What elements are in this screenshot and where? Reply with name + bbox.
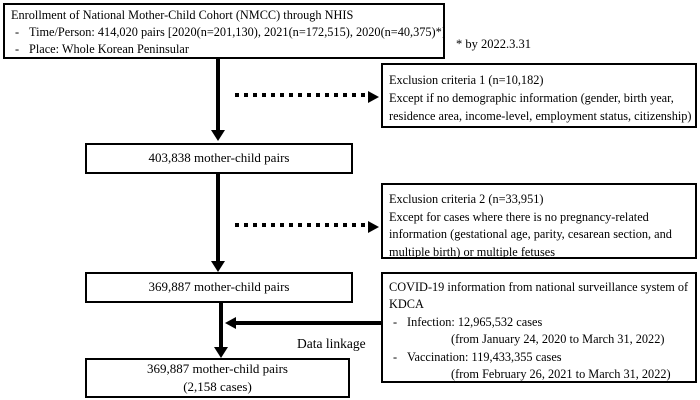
covid-vaccination-period: (from February 26, 2021 to March 31, 202…: [451, 367, 671, 382]
enrollment-box: Enrollment of National Mother-Child Coho…: [3, 3, 446, 59]
enrollment-item-time-person-text: Time/Person: 414,020 pairs [2020(n=201,1…: [29, 25, 446, 40]
final-pairs-box: 369,887 mother-child pairs (2,158 cases): [85, 358, 350, 398]
final-cases-label: (2,158 cases): [183, 379, 252, 394]
exclusion1-line: residence area, income-level, employment…: [389, 108, 692, 123]
covid-title-line: COVID-19 information from national surve…: [389, 280, 689, 294]
bullet-dash: -: [15, 42, 20, 57]
covid-infection-text: Infection: 12,965,532 cases: [407, 314, 543, 329]
arrow-enrollment-to-pairs1: [216, 59, 220, 133]
arrow-pairs2-to-final: [219, 302, 223, 348]
bullet-dash: -: [393, 314, 398, 329]
dotted-arrow-to-exclusion1: [235, 93, 369, 97]
covid-info-box: COVID-19 information from national surve…: [381, 272, 697, 383]
enrollment-item-place: - Place: Whole Korean Peninsular: [11, 41, 441, 58]
pairs-403838-label: 403,838 mother-child pairs: [148, 150, 290, 166]
enrollment-item-place-text: Place: Whole Korean Peninsular: [29, 42, 189, 57]
data-linkage-label: Data linkage: [297, 336, 366, 351]
arrow-pairs1-to-pairs2: [216, 173, 220, 262]
pairs-369887-label: 369,887 mother-child pairs: [148, 279, 290, 295]
enrollment-title: Enrollment of National Mother-Child Coho…: [11, 8, 354, 22]
pairs-403838-box: 403,838 mother-child pairs: [85, 143, 353, 174]
arrowhead-left-icon: [225, 317, 236, 329]
arrowhead-down-icon: [211, 130, 225, 141]
covid-vaccination-row: - Vaccination: 119,433,355 cases: [389, 349, 692, 366]
exclusion2-line: multiple birth) or multiple fetuses: [389, 244, 555, 259]
enrollment-item-time-person: - Time/Person: 414,020 pairs [2020(n=201…: [11, 24, 446, 41]
arrowhead-right-icon: [368, 221, 379, 233]
covid-title-line: KDCA: [389, 297, 424, 312]
exclusion2-line: Exclusion criteria 2 (n=33,951): [389, 192, 544, 206]
exclusion-criteria-2-box: Exclusion criteria 2 (n=33,951) Except f…: [381, 183, 697, 259]
bullet-dash: -: [393, 349, 398, 364]
arrowhead-right-icon: [368, 91, 379, 103]
covid-infection-period: (from January 24, 2020 to March 31, 2022…: [451, 332, 665, 347]
exclusion-criteria-1-box: Exclusion criteria 1 (n=10,182) Except i…: [381, 63, 697, 128]
arrowhead-down-icon: [211, 261, 225, 272]
final-pairs-label: 369,887 mother-child pairs: [147, 361, 288, 377]
footnote-asterisk: * by 2022.3.31: [456, 37, 531, 51]
pairs-369887-box: 369,887 mother-child pairs: [85, 272, 353, 303]
exclusion1-line: Exclusion criteria 1 (n=10,182): [389, 73, 544, 87]
arrowhead-down-icon: [214, 347, 228, 358]
exclusion2-line: information (gestational age, parity, ce…: [389, 227, 672, 242]
covid-vaccination-text: Vaccination: 119,433,355 cases: [407, 349, 562, 364]
exclusion1-line: Except if no demographic information (ge…: [389, 90, 674, 105]
bullet-dash: -: [15, 25, 20, 40]
dotted-arrow-to-exclusion2: [235, 223, 369, 227]
covid-infection-row: - Infection: 12,965,532 cases: [389, 314, 692, 331]
exclusion2-line: Except for cases where there is no pregn…: [389, 209, 649, 224]
arrow-covid-to-flow: [235, 321, 381, 325]
